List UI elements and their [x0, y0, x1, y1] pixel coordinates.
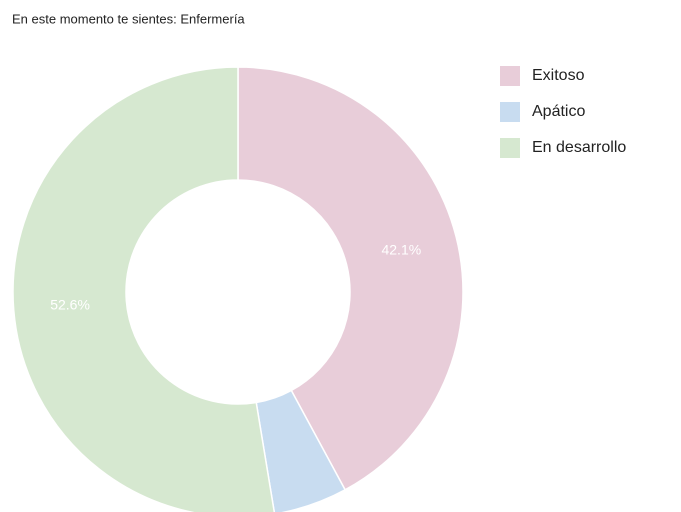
- legend-label: Exitoso: [532, 67, 585, 84]
- legend-swatch: [500, 138, 520, 158]
- legend-label: En desarrollo: [532, 139, 626, 156]
- slice-label: 52.6%: [50, 296, 90, 312]
- slice: [12, 66, 276, 512]
- legend-label: Apático: [532, 103, 585, 120]
- slice: [237, 66, 464, 491]
- chart-title: En este momento te sientes: Enfermería: [12, 11, 245, 26]
- legend-swatch: [500, 102, 520, 122]
- slice-label: 42.1%: [381, 241, 421, 257]
- legend-swatch: [500, 66, 520, 86]
